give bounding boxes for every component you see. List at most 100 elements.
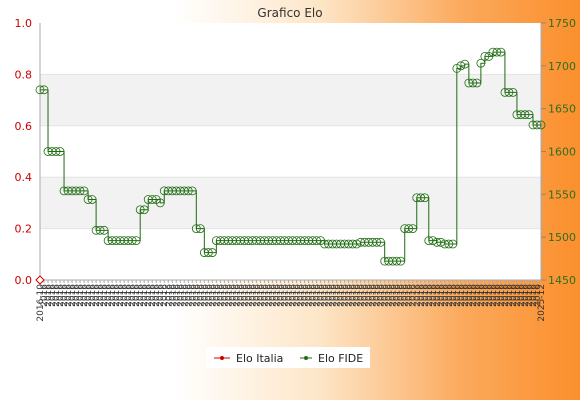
fide-point: [404, 224, 414, 234]
fide-point: [75, 186, 85, 196]
x-tick-label: 2016: [425, 284, 435, 307]
x-tick-label: 2016: [477, 284, 487, 307]
x-tick-label: 2016: [469, 284, 479, 307]
x-tick-label: 2016: [289, 284, 299, 307]
fide-point: [420, 193, 430, 203]
plot-area: [40, 23, 541, 281]
x-tick-label-first: 2016-10: [36, 284, 46, 322]
right-tick-label: 1450: [548, 274, 576, 287]
x-tick-label: 2016: [152, 284, 162, 307]
x-tick-label: 2016: [92, 284, 102, 307]
x-tick-label: 2016: [529, 284, 539, 307]
right-tick-label: 1500: [548, 231, 576, 244]
x-tick-label: 2016: [220, 284, 230, 307]
x-tick-label: 2016: [60, 284, 70, 307]
series-layer: [35, 47, 546, 285]
x-tick-label: 2016: [413, 284, 423, 307]
x-tick-label: 2016: [232, 284, 242, 307]
fide-point: [35, 85, 45, 95]
x-tick-label: 2016: [473, 284, 483, 307]
fide-point: [536, 120, 546, 130]
fide-point: [508, 87, 518, 97]
x-tick-label: 2016: [204, 284, 214, 307]
fide-point: [396, 256, 406, 266]
x-tick-label: 2016: [244, 284, 254, 307]
x-tick-label: 2016: [293, 284, 303, 307]
x-tick-label: 2016: [132, 284, 142, 307]
x-tick-label: 2016: [200, 284, 210, 307]
x-tick-label: 2016: [533, 284, 543, 307]
x-tick-label: 2016: [485, 284, 495, 307]
x-tick-label: 2016: [108, 284, 118, 307]
legend-box: [206, 347, 370, 368]
x-tick-label: 2016: [509, 284, 519, 307]
fide-point: [456, 61, 466, 71]
x-tick-label: 2016: [228, 284, 238, 307]
x-tick-label: 2016: [84, 284, 94, 307]
x-tick-label: 2016: [345, 284, 355, 307]
right-tick-label: 1700: [548, 60, 576, 73]
x-tick-label: 2016: [144, 284, 154, 307]
x-tick-label: 2016: [128, 284, 138, 307]
fide-point: [207, 248, 217, 257]
x-tick-label: 2016: [353, 284, 363, 307]
x-tick-label-last: 2025-12: [537, 284, 547, 322]
x-tick-label: 2016: [236, 284, 246, 307]
x-tick-label: 2016: [272, 284, 282, 307]
x-tick-label: 2016: [433, 284, 443, 307]
x-tick-label: 2016: [268, 284, 278, 307]
x-tick-label: 2016: [180, 284, 190, 307]
x-tick-label: 2016: [341, 284, 351, 307]
x-tick-label: 2016: [405, 284, 415, 307]
x-tick-label: 2016: [461, 284, 471, 307]
fide-point: [476, 58, 486, 68]
x-tick-label: 2016: [148, 284, 158, 307]
x-tick-label: 2016: [417, 284, 427, 307]
x-tick-label: 2016: [40, 284, 50, 307]
fide-point: [504, 87, 514, 97]
fide-point: [39, 85, 49, 95]
x-tick-label: 2016: [309, 284, 319, 307]
x-tick-label: 2016: [196, 284, 206, 307]
x-tick-label: 2016: [276, 284, 286, 307]
x-tick-label: 2016: [365, 284, 375, 307]
x-tick-label: 2016: [156, 284, 166, 307]
x-tick-label: 2016: [72, 284, 82, 307]
x-tick-label: 2016: [521, 284, 531, 307]
x-tick-label: 2016: [321, 284, 331, 307]
x-tick-label: 2016: [457, 284, 467, 307]
fide-point: [83, 195, 93, 204]
x-tick-label: 2016: [517, 284, 527, 307]
fide-point: [448, 239, 458, 249]
x-tick-label: 2016: [325, 284, 335, 307]
legend-marker-elo-italia: [220, 356, 224, 360]
fide-point: [480, 52, 490, 61]
chart-title: Grafico Elo: [257, 6, 322, 20]
fide-point: [135, 205, 145, 215]
x-tick-label: 2016: [501, 284, 511, 307]
x-tick-label: 2016: [381, 284, 391, 307]
legend-marker-elo-fide: [304, 356, 308, 360]
x-tick-label: 2016: [168, 284, 178, 307]
x-tick-label: 2016: [212, 284, 222, 307]
plot-background: [40, 23, 541, 280]
x-tick-label: 2016: [48, 284, 58, 307]
x-tick-label: 2016: [120, 284, 130, 307]
fide-point: [392, 256, 402, 266]
x-tick-label: 2016: [52, 284, 62, 307]
x-tick-label: 2016: [112, 284, 122, 307]
x-tick-label: 2016: [124, 284, 134, 307]
x-tick-label: 2016: [489, 284, 499, 307]
right-tick-label: 1600: [548, 146, 576, 159]
x-tick-label: 2016: [377, 284, 387, 307]
x-tick-label: 2016: [64, 284, 74, 307]
x-tick-label: 2016: [264, 284, 274, 307]
right-tick-label: 1750: [548, 17, 576, 30]
fide-point: [460, 59, 470, 69]
fide-point: [99, 225, 109, 235]
left-tick-label: 0.4: [15, 171, 33, 184]
x-tick-label: 2016: [453, 284, 463, 307]
x-tick-label: 2016: [208, 284, 218, 307]
fide-point: [147, 195, 157, 204]
